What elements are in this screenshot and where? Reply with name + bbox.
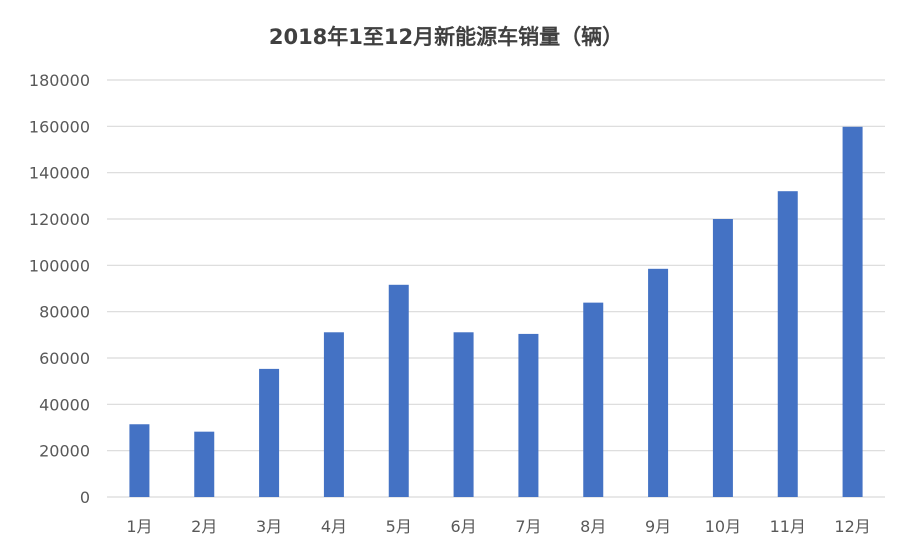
chart-title: 2018年1至12月新能源车销量（辆） [269,25,623,49]
bar-3月 [259,368,280,497]
bar-6月 [453,332,474,497]
y-tick-label: 160000 [29,117,90,136]
x-tick-label: 11月 [770,517,806,536]
x-tick-label: 10月 [705,517,741,536]
y-tick-label: 120000 [29,210,90,229]
y-tick-label: 40000 [39,395,90,414]
x-tick-label: 2月 [191,517,217,536]
bar-4月 [323,332,344,497]
x-tick-label: 1月 [126,517,152,536]
bar-10月 [712,219,733,497]
bar-12月 [842,126,863,498]
y-tick-label: 20000 [39,442,90,461]
x-tick-label: 12月 [834,517,870,536]
bar-11月 [777,191,798,497]
y-tick-label: 140000 [29,164,90,183]
bar-9月 [648,268,669,497]
y-tick-label: 0 [80,488,90,507]
y-tick-label: 60000 [39,349,90,368]
y-tick-label: 80000 [39,303,90,322]
x-tick-label: 9月 [645,517,671,536]
x-tick-label: 3月 [256,517,282,536]
x-tick-label: 8月 [580,517,606,536]
y-tick-label: 180000 [29,71,90,90]
x-tick-label: 7月 [515,517,541,536]
x-tick-label: 6月 [450,517,476,536]
bar-8月 [583,302,604,497]
x-tick-label: 4月 [321,517,347,536]
y-tick-label: 100000 [29,256,90,275]
bar-2月 [194,431,215,497]
bar-5月 [388,284,409,497]
bar-1月 [129,424,150,497]
x-tick-label: 5月 [386,517,412,536]
bar-7月 [518,333,539,497]
